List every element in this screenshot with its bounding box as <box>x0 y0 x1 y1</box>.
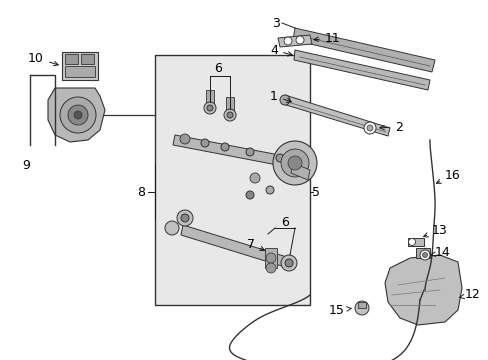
Polygon shape <box>278 35 311 47</box>
Text: 6: 6 <box>214 62 222 75</box>
Bar <box>65 66 95 77</box>
Circle shape <box>221 143 228 151</box>
Circle shape <box>354 301 368 315</box>
Text: 3: 3 <box>271 17 280 30</box>
Circle shape <box>180 134 190 144</box>
Circle shape <box>287 156 302 170</box>
Circle shape <box>68 105 88 125</box>
Text: 12: 12 <box>458 288 480 302</box>
Text: 2: 2 <box>379 121 402 134</box>
Circle shape <box>177 210 193 226</box>
Text: 14: 14 <box>430 247 450 260</box>
Bar <box>264 248 276 268</box>
Text: 9: 9 <box>22 158 30 171</box>
Circle shape <box>265 186 273 194</box>
Bar <box>62 52 98 80</box>
Text: 5: 5 <box>311 185 319 198</box>
Polygon shape <box>292 28 434 72</box>
Text: 16: 16 <box>436 168 460 183</box>
Bar <box>155 55 309 305</box>
Circle shape <box>265 263 275 273</box>
Polygon shape <box>283 95 389 136</box>
Circle shape <box>285 259 292 267</box>
Circle shape <box>363 122 375 134</box>
Text: 7: 7 <box>246 238 264 251</box>
Circle shape <box>366 125 372 131</box>
Bar <box>81 54 94 64</box>
Circle shape <box>407 239 415 246</box>
Circle shape <box>281 149 308 177</box>
Circle shape <box>249 173 260 183</box>
Polygon shape <box>173 135 294 168</box>
Circle shape <box>272 141 316 185</box>
Circle shape <box>245 191 253 199</box>
Text: 15: 15 <box>328 303 350 316</box>
Circle shape <box>74 111 82 119</box>
Circle shape <box>245 148 253 156</box>
Circle shape <box>284 37 291 45</box>
Circle shape <box>295 36 304 44</box>
Bar <box>205 90 214 104</box>
Circle shape <box>60 97 96 133</box>
Polygon shape <box>293 50 429 90</box>
Circle shape <box>226 112 232 118</box>
Polygon shape <box>384 255 461 325</box>
Circle shape <box>201 139 208 147</box>
Bar <box>65 54 78 64</box>
Circle shape <box>280 95 289 105</box>
Text: 11: 11 <box>313 32 340 45</box>
Text: 10: 10 <box>28 51 58 66</box>
Bar <box>407 238 423 246</box>
Circle shape <box>181 214 189 222</box>
Circle shape <box>164 221 179 235</box>
Text: 13: 13 <box>423 224 447 237</box>
Text: 4: 4 <box>269 44 292 57</box>
Circle shape <box>265 253 275 263</box>
Circle shape <box>203 102 216 114</box>
Bar <box>415 248 429 258</box>
Circle shape <box>275 154 284 162</box>
Circle shape <box>422 252 427 257</box>
Bar <box>357 302 365 308</box>
Circle shape <box>224 109 236 121</box>
Polygon shape <box>48 88 105 142</box>
Polygon shape <box>290 163 309 180</box>
Circle shape <box>419 250 429 260</box>
Text: 1: 1 <box>269 90 291 103</box>
Text: 6: 6 <box>281 216 288 229</box>
Bar <box>225 97 234 111</box>
Polygon shape <box>181 225 289 268</box>
Circle shape <box>281 255 296 271</box>
Circle shape <box>206 105 213 111</box>
Text: 8: 8 <box>137 185 145 198</box>
